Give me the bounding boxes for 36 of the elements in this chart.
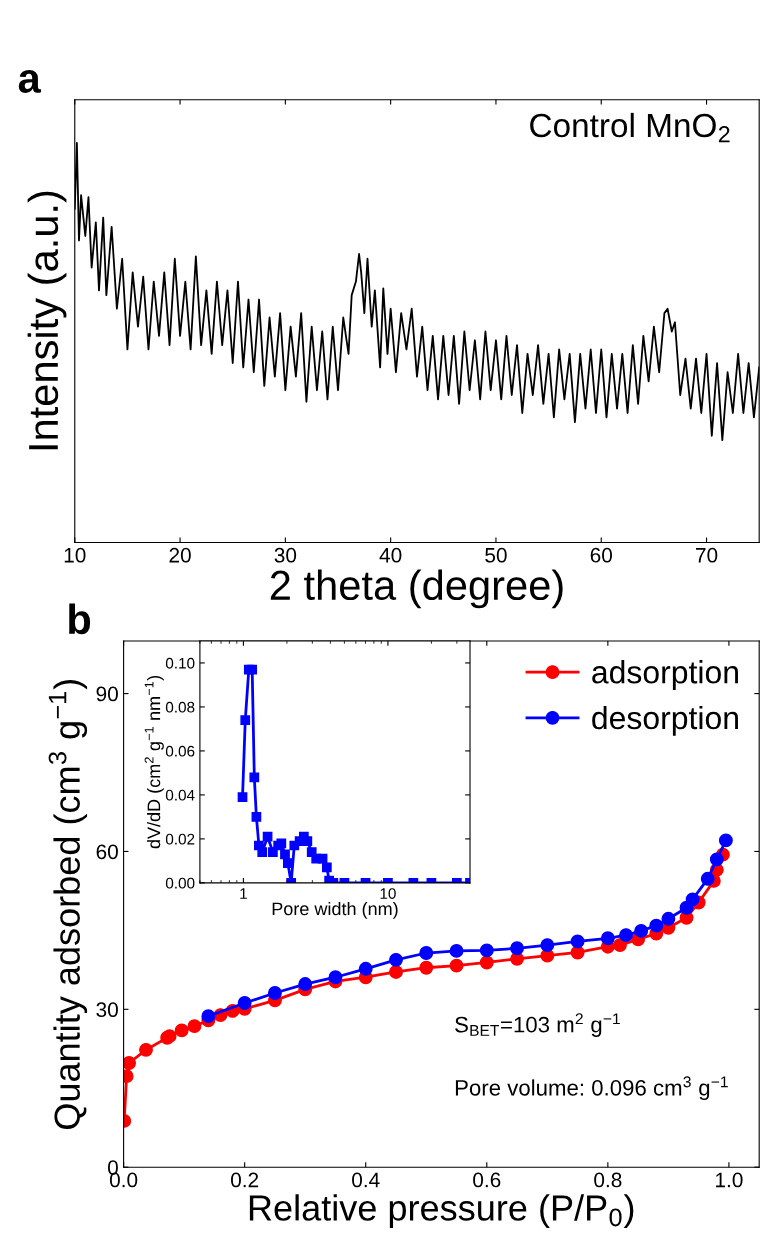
- x-tick-label: 10: [64, 547, 86, 563]
- y-tick-label: 90: [96, 686, 118, 702]
- x-tick-label: 0.8: [594, 1172, 622, 1188]
- x-tick-label: 10: [380, 888, 396, 899]
- x-tick-label: 0.6: [473, 1172, 501, 1188]
- x-tick-label: 20: [169, 547, 191, 563]
- text: Control MnO$_{2}$: [530, 112, 730, 143]
- y-tick-label: 0.06: [165, 745, 195, 757]
- x-tick-label: 40: [379, 547, 402, 563]
- x-tick-label: 30: [274, 547, 297, 563]
- y-tick-label: 0.10: [165, 657, 195, 669]
- y-tick-label: 0.08: [165, 701, 195, 713]
- y-tick-label: 30: [96, 1002, 118, 1018]
- x-axis-title: Pore width (nm): [272, 901, 398, 919]
- x-tick-label: 70: [696, 547, 718, 563]
- x-tick-label: 0.2: [231, 1172, 259, 1188]
- text: a: [18, 70, 41, 93]
- x-tick-label: 0.4: [352, 1172, 380, 1188]
- x-tick-label: 60: [590, 547, 613, 563]
- x-axis-title: Relative pressure (P/P$_{0}$): [249, 1194, 634, 1228]
- y-axis-title: Quantity adsorbed (cm$^{3}$ g$^{−1}$): [48, 680, 88, 1129]
- y-tick-label: 0.04: [165, 789, 195, 801]
- y-tick-label: 0.00: [165, 877, 195, 889]
- legend-label: desorption: [592, 705, 738, 736]
- y-axis-title: Intensity (a.u.): [27, 191, 67, 450]
- y-axis-title: dV/dD (cm$^{2}$ g$^{−1}$ nm$^{−1}$): [144, 675, 164, 849]
- annotation: S$_{BET}$=103 m$^{2}$ g$^{−1}$: [455, 1013, 620, 1037]
- legend-label: adsorption: [592, 660, 738, 690]
- y-tick-label: 0.02: [165, 833, 195, 845]
- x-tick-label: 1.0: [716, 1172, 743, 1188]
- y-tick-label: 60: [96, 844, 118, 860]
- x-tick-label: 50: [485, 547, 507, 563]
- text: b: [69, 603, 91, 635]
- x-tick-label: 1: [240, 888, 247, 899]
- x-axis-title: 2 theta (degree): [270, 569, 563, 609]
- annotation: Pore volume: 0.096 cm$^{3}$ g$^{−1}$: [455, 1076, 728, 1101]
